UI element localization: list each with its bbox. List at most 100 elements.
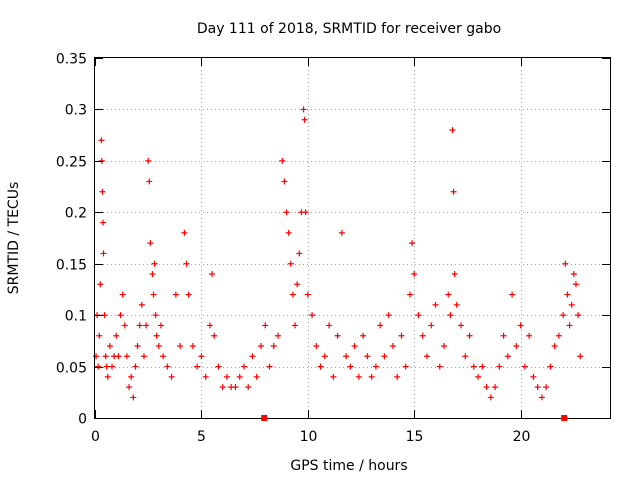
data-point — [451, 271, 458, 277]
data-points — [93, 106, 584, 401]
data-point — [146, 178, 153, 185]
data-point — [313, 343, 320, 349]
data-point — [517, 322, 524, 329]
y-tick-label: 0.05 — [56, 361, 87, 377]
data-point — [479, 363, 486, 370]
data-point — [453, 301, 460, 308]
data-point — [402, 363, 409, 370]
axis-ticks — [95, 58, 610, 419]
data-point — [304, 291, 311, 298]
data-point — [555, 332, 562, 339]
data-point — [334, 332, 341, 339]
data-point — [153, 332, 160, 339]
data-point — [103, 363, 110, 370]
data-point — [106, 343, 113, 349]
data-point — [177, 343, 184, 349]
data-point — [157, 322, 164, 329]
data-point — [130, 394, 137, 401]
data-point — [521, 363, 528, 370]
data-point — [155, 343, 162, 349]
data-point — [409, 240, 416, 247]
data-point — [281, 178, 288, 185]
data-point — [432, 301, 439, 308]
data-point — [513, 343, 520, 349]
data-point — [575, 312, 582, 319]
data-point — [253, 373, 260, 380]
data-point — [194, 363, 201, 370]
data-point — [296, 250, 303, 257]
data-point — [372, 363, 379, 370]
data-point — [466, 332, 473, 339]
data-point — [419, 332, 426, 339]
data-point — [398, 332, 405, 339]
y-tick-label: 0.2 — [65, 206, 87, 222]
data-point — [423, 353, 430, 360]
data-point — [338, 229, 345, 236]
data-point — [526, 332, 533, 339]
data-point — [236, 373, 243, 380]
data-point — [95, 363, 102, 370]
data-point — [145, 157, 152, 164]
data-point — [509, 291, 516, 298]
data-point — [500, 332, 507, 339]
data-point — [570, 271, 577, 277]
x-tick-label: 10 — [300, 429, 318, 445]
data-point — [411, 271, 418, 277]
data-point — [487, 394, 494, 401]
data-point — [543, 384, 550, 391]
y-tick-label: 0 — [78, 412, 87, 428]
data-point — [168, 373, 175, 380]
data-point — [134, 343, 141, 349]
data-point — [219, 384, 226, 391]
data-point — [309, 312, 316, 319]
y-tick-label: 0.3 — [65, 103, 87, 119]
data-point — [470, 363, 477, 370]
data-point — [138, 301, 145, 308]
data-point — [289, 291, 296, 298]
data-point — [566, 322, 573, 329]
data-point — [377, 322, 384, 329]
data-point — [294, 281, 301, 288]
data-point — [96, 332, 103, 339]
data-point — [450, 188, 457, 195]
data-point — [394, 373, 401, 380]
data-point — [436, 363, 443, 370]
data-point — [360, 332, 367, 339]
data-point — [447, 312, 454, 319]
data-point — [143, 322, 150, 329]
data-point — [104, 373, 111, 380]
data-point — [406, 291, 413, 298]
y-tick-label: 0.25 — [56, 155, 87, 171]
data-point — [326, 322, 333, 329]
y-tick-label: 0.15 — [56, 258, 87, 274]
x-tick-label: 20 — [513, 429, 531, 445]
plot-frame — [94, 57, 611, 419]
data-point — [415, 312, 422, 319]
y-tick-labels: 0 0.05 0.1 0.15 0.2 0.25 0.3 0.35 — [56, 52, 87, 428]
data-point — [113, 332, 120, 339]
data-point — [445, 291, 452, 298]
data-point — [202, 373, 209, 380]
data-point — [475, 373, 482, 380]
data-point — [568, 301, 575, 308]
data-point — [292, 322, 299, 329]
data-point — [364, 353, 371, 360]
data-point — [300, 106, 307, 113]
data-point — [149, 271, 156, 277]
y-axis-label: SRMTID / TECUs — [6, 182, 22, 295]
data-point — [117, 312, 124, 319]
data-point — [266, 363, 273, 370]
x-axis-label: GPS time / hours — [290, 458, 407, 474]
data-point — [100, 250, 107, 257]
data-point — [321, 353, 328, 360]
data-point — [301, 116, 308, 123]
data-point — [483, 384, 490, 391]
data-point — [151, 260, 158, 267]
data-point — [240, 363, 247, 370]
data-point — [551, 343, 558, 349]
data-point — [102, 353, 109, 360]
data-point — [249, 353, 256, 360]
data-point — [128, 373, 135, 380]
data-point — [534, 384, 541, 391]
